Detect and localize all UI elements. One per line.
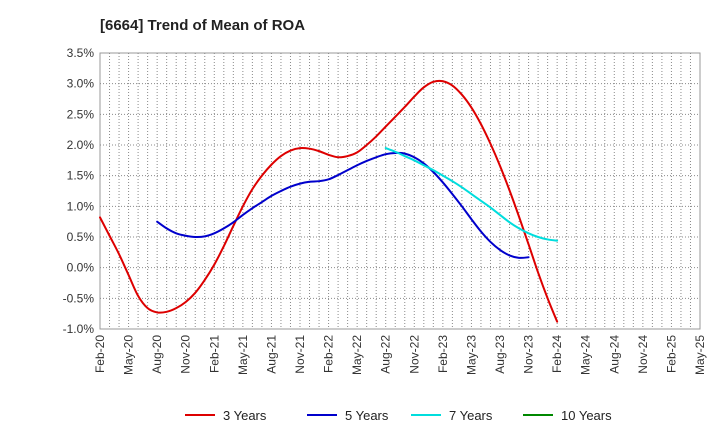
x-tick-label: Feb-23 bbox=[436, 335, 450, 373]
x-tick-label: Aug-22 bbox=[379, 335, 393, 374]
x-tick-label: Feb-20 bbox=[93, 335, 107, 373]
series-lines bbox=[99, 79, 559, 323]
x-axis-ticks: Feb-20 May-20 Aug-20 Nov-20 Feb-21 May-21 Aug-… bbox=[93, 335, 707, 375]
y-tick-label: 0.0% bbox=[67, 261, 95, 275]
y-tick-label: 3.0% bbox=[67, 77, 95, 91]
y-tick-label: -1.0% bbox=[63, 322, 95, 336]
y-tick-label: 0.5% bbox=[67, 230, 95, 244]
series-line-3-years bbox=[99, 79, 559, 323]
legend-label: 7 Years bbox=[449, 408, 493, 423]
legend-label: 5 Years bbox=[345, 408, 389, 423]
x-tick-label: Aug-23 bbox=[493, 335, 507, 374]
x-tick-label: Nov-21 bbox=[293, 335, 307, 374]
y-tick-label: -0.5% bbox=[63, 291, 95, 305]
y-tick-label: 1.0% bbox=[67, 199, 95, 213]
x-tick-label: Feb-24 bbox=[550, 335, 564, 373]
y-tick-label: 2.0% bbox=[67, 138, 95, 152]
x-tick-label: May-21 bbox=[236, 335, 250, 375]
y-axis-ticks: 3.5% 3.0% 2.5% 2.0% 1.5% 1.0% 0.5% 0.0% -0.5% -1.… bbox=[63, 46, 95, 336]
series-line-5-years bbox=[156, 151, 530, 259]
x-tick-label: Nov-20 bbox=[179, 335, 193, 374]
x-tick-label: Aug-24 bbox=[607, 335, 621, 374]
x-tick-label: Nov-22 bbox=[407, 335, 421, 374]
x-tick-label: Feb-21 bbox=[207, 335, 221, 373]
x-tick-label: Aug-20 bbox=[150, 335, 164, 374]
x-tick-label: May-22 bbox=[350, 335, 364, 375]
x-tick-label: Feb-25 bbox=[664, 335, 678, 373]
y-tick-label: 1.5% bbox=[67, 169, 95, 183]
x-tick-label: May-20 bbox=[122, 335, 136, 375]
x-tick-label: Feb-22 bbox=[322, 335, 336, 373]
y-tick-label: 2.5% bbox=[67, 107, 95, 121]
x-tick-label: Nov-24 bbox=[636, 335, 650, 374]
x-tick-label: Nov-23 bbox=[522, 335, 536, 374]
series-line-7-years bbox=[384, 147, 559, 242]
x-tick-label: May-25 bbox=[693, 335, 707, 375]
chart-title: [6664] Trend of Mean of ROA bbox=[100, 17, 305, 34]
legend-label: 10 Years bbox=[561, 408, 612, 423]
legend: 3 Years 5 Years 7 Years 10 Years bbox=[185, 408, 612, 423]
x-tick-label: Aug-21 bbox=[264, 335, 278, 374]
y-tick-label: 3.5% bbox=[67, 46, 95, 60]
x-tick-label: May-24 bbox=[579, 335, 593, 375]
x-tick-label: May-23 bbox=[464, 335, 478, 375]
legend-label: 3 Years bbox=[223, 408, 267, 423]
plot-area bbox=[99, 52, 701, 330]
